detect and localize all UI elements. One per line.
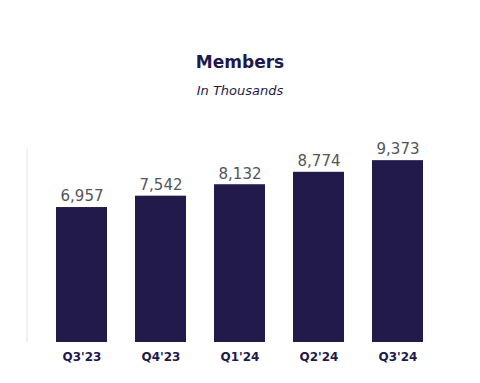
svg-text:6,957: 6,957	[61, 187, 104, 205]
svg-text:Q2'24: Q2'24	[300, 350, 339, 364]
svg-text:Q3'23: Q3'23	[63, 350, 102, 364]
svg-text:7,542: 7,542	[140, 176, 183, 194]
svg-text:8,774: 8,774	[298, 152, 341, 170]
html-text:Members: Members	[195, 52, 285, 72]
svg-text:Q3'24: Q3'24	[379, 350, 418, 364]
svg-text:Q4'23: Q4'23	[142, 350, 181, 364]
svg-text:Q1'24: Q1'24	[221, 350, 260, 364]
svg-text:8,132: 8,132	[219, 165, 262, 183]
html-text:In Thousands: In Thousands	[196, 83, 284, 98]
svg-text:9,373: 9,373	[377, 140, 420, 158]
